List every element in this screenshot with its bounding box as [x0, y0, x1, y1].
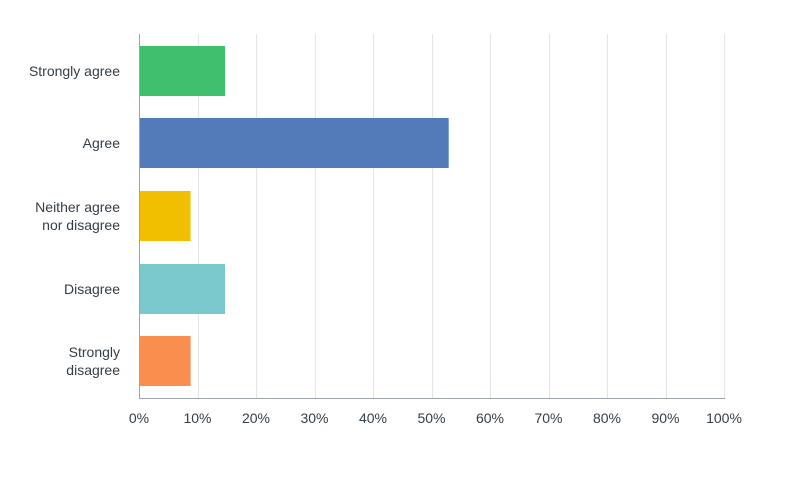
category-label-line: Strongly [69, 344, 120, 360]
x-tick-label-10: 10% [183, 410, 211, 426]
x-tick-label-40: 40% [359, 410, 387, 426]
bar-strongly-agree [139, 46, 226, 96]
category-label-strongly-disagree: Strongly disagree [66, 344, 120, 378]
x-tick-labels: 0% 10% 20% 30% 40% 50% 60% 70% 80% 90% 100% [129, 410, 742, 426]
category-label-line: disagree [66, 362, 120, 378]
category-label-line: Agree [83, 135, 121, 151]
category-label-line: Disagree [64, 281, 120, 297]
category-label-line: Neither agree [35, 199, 120, 215]
x-tick-label-70: 70% [534, 410, 562, 426]
x-tick-label-100: 100% [706, 410, 742, 426]
x-tick-label-0: 0% [129, 410, 149, 426]
category-label-strongly-agree: Strongly agree [29, 63, 120, 79]
gridlines [198, 34, 725, 398]
x-axis [139, 34, 725, 399]
category-label-neither-agree-nor-disagree: Neither agree nor disagree [35, 199, 120, 233]
x-tick-label-60: 60% [476, 410, 504, 426]
bar-strongly-disagree [139, 336, 191, 386]
x-tick-label-80: 80% [593, 410, 621, 426]
bar-neither-agree-nor-disagree [139, 191, 191, 241]
category-label-disagree: Disagree [64, 281, 120, 297]
bar-disagree [139, 264, 226, 314]
x-tick-label-90: 90% [651, 410, 679, 426]
category-label-agree: Agree [83, 135, 121, 151]
x-tick-label-30: 30% [300, 410, 328, 426]
category-label-line: Strongly agree [29, 63, 120, 79]
x-tick-label-20: 20% [242, 410, 270, 426]
bar-agree [139, 118, 449, 168]
bars [139, 46, 449, 386]
category-label-line: nor disagree [42, 217, 120, 233]
x-tick-label-50: 50% [417, 410, 445, 426]
category-labels: Strongly agree Agree Neither agree nor disa… [29, 63, 120, 378]
